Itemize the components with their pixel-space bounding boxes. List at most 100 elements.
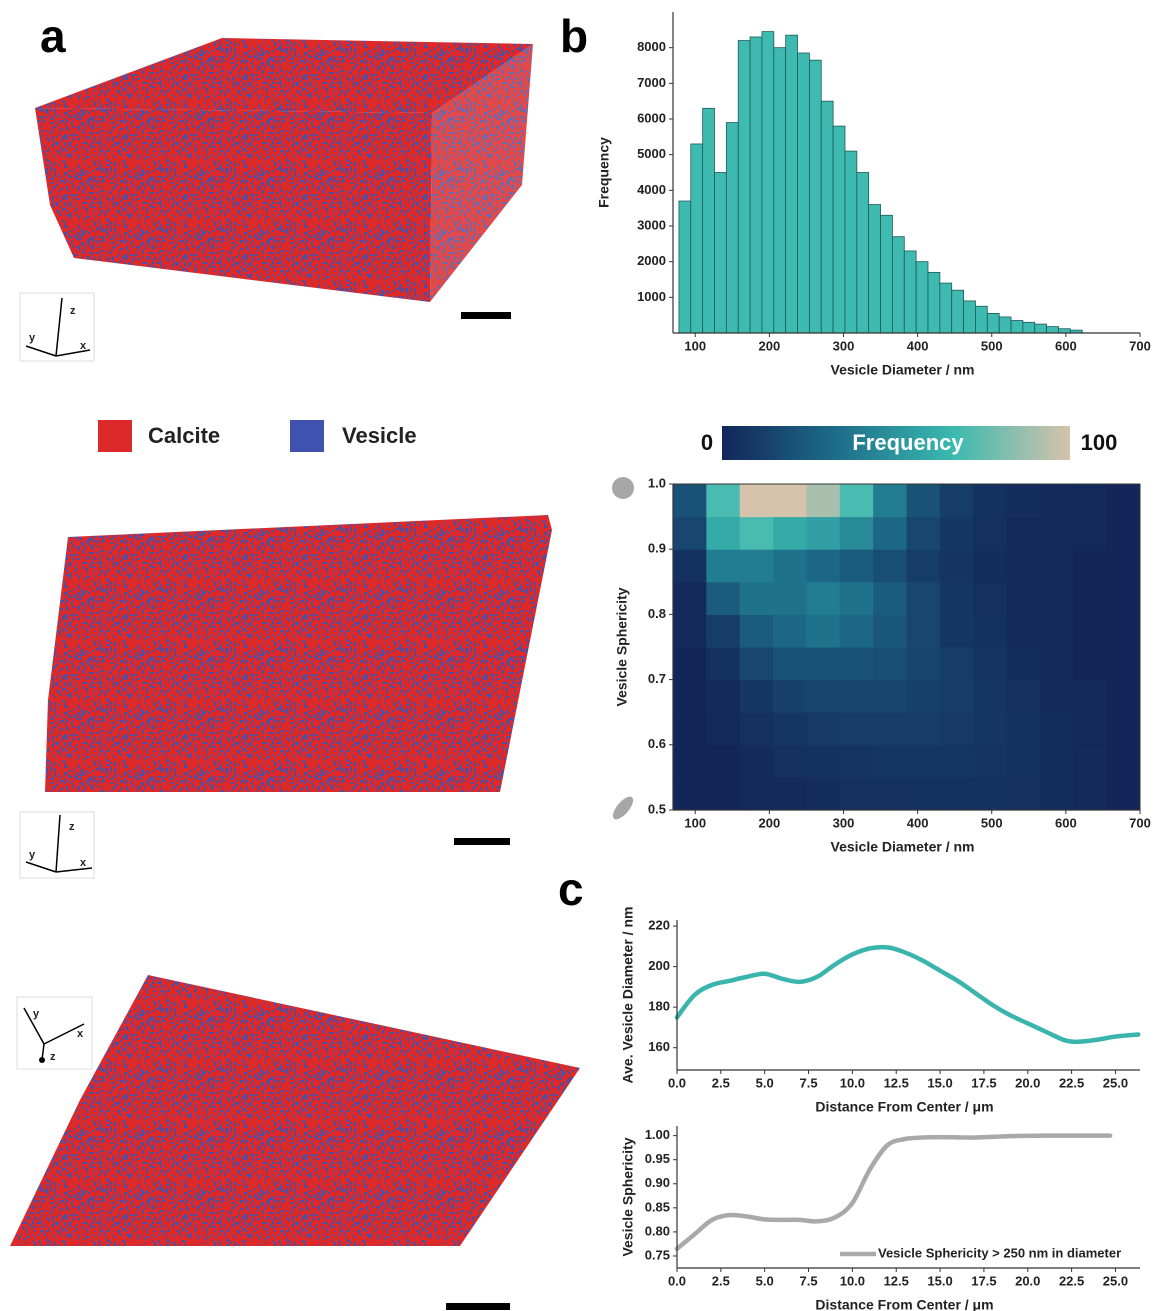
heat-cell (973, 744, 1008, 778)
heat-cell (739, 647, 774, 681)
triad-label: z (50, 1051, 56, 1063)
heat-cell (1106, 484, 1141, 518)
bar (714, 172, 727, 334)
triad-label: z (70, 305, 76, 317)
heat-cell (873, 744, 907, 778)
heat-cell (1006, 712, 1041, 746)
heat-cell (673, 516, 707, 550)
y-axis-label: Vesicle Sphericity (620, 1137, 636, 1256)
bar (678, 200, 692, 334)
heat-cell (1073, 614, 1108, 648)
triad-label: y (29, 849, 36, 861)
heat-cell (906, 647, 941, 681)
y-tick-label: 0.85 (645, 1199, 670, 1214)
heat-cell (1073, 549, 1108, 583)
y-tick-label: 0.5 (648, 801, 666, 816)
heat-cell (706, 647, 741, 681)
heat-cell (739, 581, 774, 615)
bar (1022, 321, 1036, 334)
axis-triad: z x y (19, 811, 95, 879)
heat-cell (673, 777, 707, 811)
colorbar (722, 426, 1070, 460)
bar (1010, 320, 1024, 334)
heat-cell (1039, 581, 1074, 615)
colorbar-max: 100 (1081, 430, 1118, 455)
heat-cell (906, 614, 941, 648)
heat-cell (1073, 581, 1108, 615)
bar (963, 300, 976, 334)
bar (737, 40, 751, 334)
legend-swatch (290, 420, 324, 452)
triad-label: y (33, 1008, 40, 1020)
legend-label: Vesicle Sphericity > 250 nm in diameter (878, 1245, 1121, 1260)
bar (951, 289, 964, 334)
heat-cell (973, 581, 1008, 615)
legend-label: Calcite (148, 423, 220, 448)
y-axis-label: Vesicle Sphericity (614, 587, 630, 706)
scale-bar (454, 838, 510, 845)
sphere-icon (612, 477, 634, 499)
heat-cell (1039, 549, 1074, 583)
x-tick-label: 200 (759, 338, 781, 353)
chart: 160 180 200 220 0.0 2.5 5.0 7.5 10.0 12.5 15.0 17.5… (620, 907, 1141, 1115)
x-tick-label: 400 (907, 815, 929, 830)
x-tick-label: 700 (1129, 815, 1151, 830)
heat-cell (906, 516, 941, 550)
render-slab (10, 975, 580, 1246)
x-tick-label: 12.5 (884, 1075, 909, 1090)
colorbar-label: Frequency (852, 430, 964, 455)
x-tick-label: 100 (684, 815, 706, 830)
heat-cell (673, 679, 707, 713)
heat-cell (773, 777, 807, 811)
heat-cell (673, 549, 707, 583)
y-tick-label: 0.90 (645, 1175, 670, 1190)
chart: Vesicle Sphericity > 250 nm in diameter 0… (620, 1126, 1140, 1311)
heat-cell (706, 744, 741, 778)
heat-cell (1106, 516, 1141, 550)
x-tick-label: 10.0 (840, 1075, 865, 1090)
heat-cell (1106, 647, 1141, 681)
heat-cell (1006, 679, 1041, 713)
y-tick-label: 220 (648, 918, 670, 933)
heat-cell (1073, 712, 1108, 746)
heat-cell (706, 712, 741, 746)
x-tick-label: 0.0 (668, 1075, 686, 1090)
heat-cell (839, 581, 874, 615)
x-tick-label: 600 (1055, 815, 1077, 830)
x-tick-label: 400 (907, 338, 929, 353)
heat-cell (873, 484, 907, 518)
y-tick-label: 1000 (637, 289, 666, 304)
heat-cell (739, 744, 774, 778)
y-tick-label: 0.9 (648, 541, 666, 556)
heat-cell (773, 581, 807, 615)
x-tick-label: 5.0 (756, 1075, 774, 1090)
heat-cell (1039, 712, 1074, 746)
heat-cell (706, 777, 741, 811)
heat-cell (806, 777, 841, 811)
bar (761, 31, 775, 334)
heat-cell (739, 516, 774, 550)
heat-cell (706, 581, 741, 615)
heat-cell (873, 647, 907, 681)
y-tick-label: 0.80 (645, 1223, 670, 1238)
triad-label: z (69, 821, 75, 833)
heat-cell (1006, 484, 1041, 518)
x-tick-label: 5.0 (756, 1273, 774, 1288)
colorbar-min: 0 (701, 430, 713, 455)
heat-cell (839, 516, 874, 550)
panel-label: b (560, 10, 588, 62)
x-tick-label: 17.5 (971, 1075, 996, 1090)
heat-cell (906, 484, 941, 518)
heat-cell (973, 777, 1008, 811)
y-tick-label: 0.6 (648, 736, 666, 751)
x-tick-label: 300 (833, 815, 855, 830)
renders (10, 38, 580, 1310)
heat-cell (673, 744, 707, 778)
x-axis-label: Distance From Center / μm (815, 1099, 993, 1115)
render-face (35, 108, 432, 302)
heat-cell (1006, 777, 1041, 811)
heat-cell (973, 679, 1008, 713)
x-tick-label: 20.0 (1015, 1075, 1040, 1090)
y-tick-label: 8000 (637, 39, 666, 54)
heat-cell (806, 744, 841, 778)
